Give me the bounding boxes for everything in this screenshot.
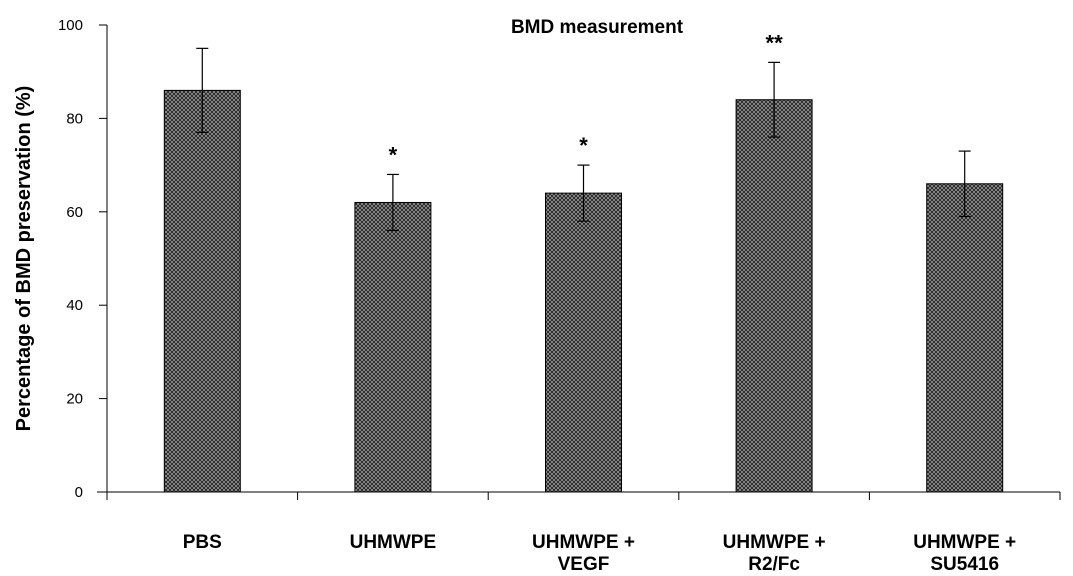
axes-layer [97,24,1061,500]
bar [926,183,1004,493]
bar [735,99,813,493]
y-tick-label: 100 [58,17,83,34]
category-label: UHMWPE + [723,532,826,553]
chart-title: BMD measurement [511,17,684,38]
y-axis-title: Percentage of BMD preservation (%) [13,86,35,432]
labels-layer: PBS*UHMWPE*UHMWPE +VEGF**UHMWPE +R2/FcUH… [13,17,1016,575]
category-label: UHMWPE + [532,532,635,553]
y-tick-label: 40 [66,297,83,314]
y-tick-label: 80 [66,110,83,127]
significance-mark: ** [766,30,784,55]
category-label: PBS [183,532,222,553]
category-label: SU5416 [930,554,999,575]
y-tick-label: 60 [66,204,83,221]
bar [163,89,241,493]
y-tick-label: 20 [66,391,83,408]
category-label: UHMWPE + [913,532,1016,553]
bar [354,201,432,493]
significance-mark: * [389,142,398,167]
error-bars-layer [196,47,971,232]
category-label: R2/Fc [748,554,800,575]
significance-mark: * [579,133,588,158]
y-tick-label: 0 [75,484,83,501]
category-label: UHMWPE [350,532,437,553]
bar [545,192,622,493]
category-label: VEGF [558,554,610,575]
